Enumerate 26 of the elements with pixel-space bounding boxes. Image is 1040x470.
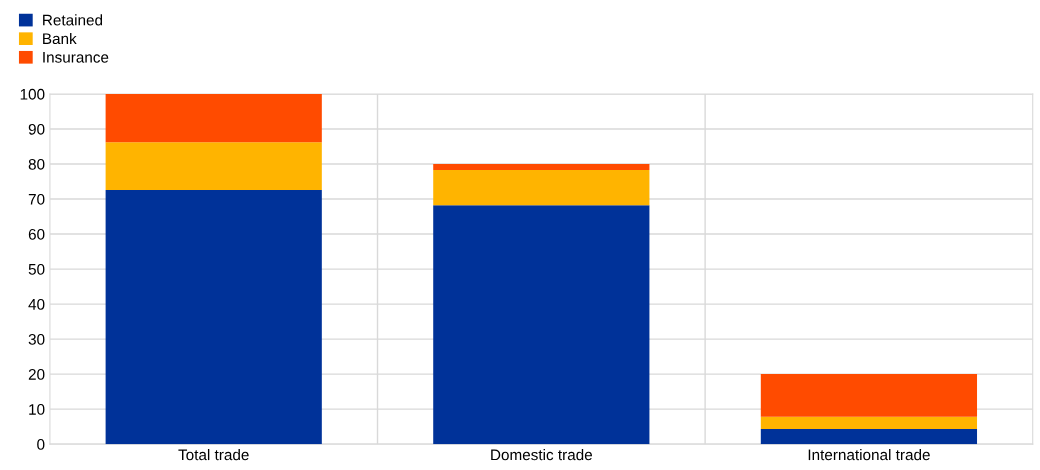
bar bbox=[760, 416, 978, 430]
y-tick-label: 30 bbox=[28, 333, 45, 345]
bar bbox=[105, 94, 322, 143]
y-tick-label: 40 bbox=[28, 298, 45, 310]
x-tick-label: Total trade bbox=[178, 449, 249, 461]
legend-label: Insurance bbox=[43, 52, 109, 63]
y-tick-label: 100 bbox=[20, 88, 45, 100]
legend-label: Bank bbox=[43, 32, 77, 45]
y-tick-label: 50 bbox=[28, 263, 45, 275]
x-tick-label: Domestic trade bbox=[491, 449, 593, 461]
bar bbox=[760, 374, 978, 417]
legend-label: Retained bbox=[43, 14, 103, 26]
bar bbox=[760, 429, 978, 445]
bar bbox=[105, 142, 322, 190]
bar bbox=[433, 205, 650, 445]
y-tick-label: 60 bbox=[28, 228, 45, 240]
y-tick-label: 10 bbox=[29, 404, 45, 415]
y-tick-label: 0 bbox=[37, 439, 45, 450]
bar bbox=[105, 189, 322, 445]
y-tick-label: 20 bbox=[28, 368, 45, 380]
bar bbox=[433, 164, 650, 170]
x-tick-label: International trade bbox=[808, 449, 930, 461]
y-tick-label: 80 bbox=[28, 158, 45, 170]
bar bbox=[433, 169, 650, 206]
y-tick-label: 90 bbox=[28, 123, 45, 135]
y-tick-label: 70 bbox=[28, 193, 45, 205]
